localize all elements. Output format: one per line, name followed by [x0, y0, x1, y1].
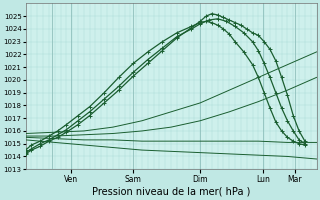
X-axis label: Pression niveau de la mer( hPa ): Pression niveau de la mer( hPa )	[92, 187, 250, 197]
